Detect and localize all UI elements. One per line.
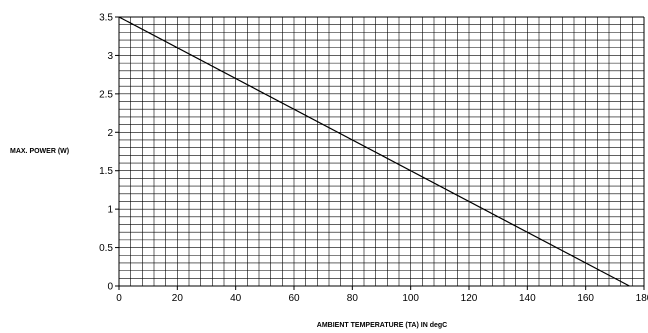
x-tick-label: 180 [636,293,648,304]
x-tick-label: 20 [172,293,184,304]
series-layer [118,16,630,287]
y-tick-label: 3.5 [99,13,113,24]
y-tick-label: 2 [107,128,113,139]
y-tick-label: 0 [107,282,113,293]
y-tick-labels: 0 0.5 1 1.5 2 2.5 3 3.5 [99,13,113,293]
x-axis-title: AMBIENT TEMPERATURE (TA) IN degC [317,322,447,329]
x-tick-label: 100 [402,293,419,304]
x-tick-label: 40 [230,293,242,304]
y-tick-label: 1.5 [99,166,113,177]
y-tick-label: 3 [107,51,113,62]
grid [115,16,645,290]
y-tick-label: 2.5 [99,89,113,100]
x-tick-label: 60 [288,293,300,304]
y-tick-label: 0.5 [99,243,113,254]
x-tick-labels: 0 20 40 60 80 100 120 140 160 180 [116,293,648,304]
x-tick-label: 140 [519,293,536,304]
series-line-0 [118,16,630,287]
x-tick-label: 80 [347,293,359,304]
x-tick-label: 0 [116,293,122,304]
y-tick-label: 1 [107,205,113,216]
y-axis-title: MAX. POWER (W) [10,148,69,155]
x-tick-label: 160 [577,293,594,304]
x-tick-label: 120 [461,293,478,304]
